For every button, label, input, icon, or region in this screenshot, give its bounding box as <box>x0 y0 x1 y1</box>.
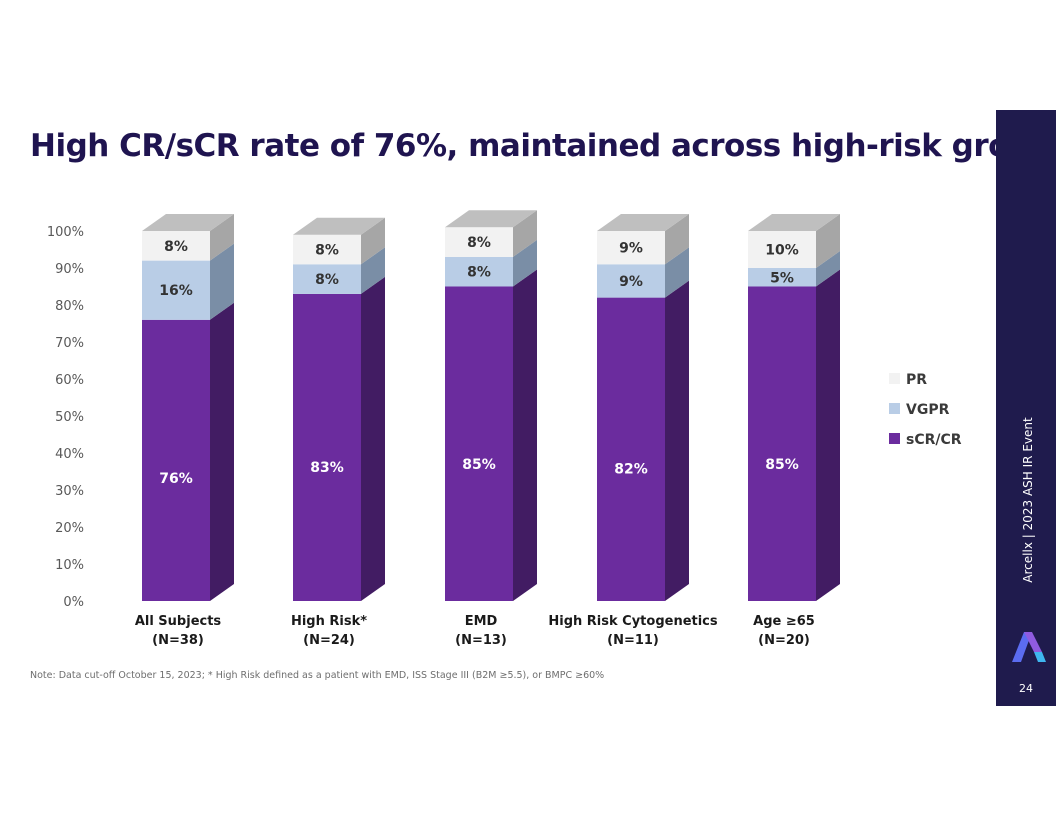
y-tick-label: 10% <box>55 558 84 573</box>
data-label: 8% <box>467 235 491 251</box>
y-tick-label: 0% <box>63 595 84 610</box>
data-label: 85% <box>765 457 799 473</box>
y-tick-label: 20% <box>55 521 84 536</box>
data-label: 83% <box>310 460 344 476</box>
x-category-n: (N=13) <box>455 633 507 648</box>
bar-segment-pr <box>142 231 210 261</box>
legend-swatch-pr <box>889 373 900 384</box>
sidebar-panel <box>996 110 1056 706</box>
bar-top-face <box>293 217 385 235</box>
data-label: 16% <box>159 283 193 299</box>
bar-segment-vgpr <box>445 256 513 287</box>
bar-segment-scrcr <box>142 319 210 601</box>
bar-side-face <box>816 214 840 268</box>
page-number: 24 <box>1019 682 1033 695</box>
x-category-label: Age ≥65 <box>753 614 815 629</box>
data-label: 10% <box>765 243 799 259</box>
bar-top-face <box>748 214 840 231</box>
data-label: 8% <box>164 239 188 255</box>
bar-side-face <box>210 302 234 601</box>
x-category-n: (N=11) <box>607 633 659 648</box>
y-tick-label: 50% <box>55 410 84 425</box>
data-label: 85% <box>462 457 496 473</box>
bar-segment-scrcr <box>597 297 665 601</box>
bar-side-face <box>361 276 385 601</box>
bar-side-face <box>816 269 840 601</box>
data-label: 5% <box>770 270 794 286</box>
bar-side-face <box>513 210 537 257</box>
bar-segment-scrcr <box>748 286 816 601</box>
bar-segment-scrcr <box>445 286 513 601</box>
bar-segment-vgpr <box>293 264 361 294</box>
data-label: 8% <box>315 243 339 259</box>
bar-side-face <box>210 214 234 261</box>
x-category-label: High Risk* <box>291 614 367 629</box>
data-label: 8% <box>467 265 491 281</box>
bar-top-face <box>445 210 537 228</box>
bar-segment-pr <box>293 234 361 265</box>
x-category-label: High Risk Cytogenetics <box>548 614 718 629</box>
bar-segment-vgpr <box>597 264 665 298</box>
x-category-n: (N=38) <box>152 633 204 648</box>
data-label: 82% <box>614 462 648 478</box>
y-tick-label: 40% <box>55 447 84 462</box>
y-tick-label: 30% <box>55 484 84 499</box>
bar-segment-vgpr <box>748 268 816 287</box>
legend-label: sCR/CR <box>906 432 962 448</box>
bar-side-face <box>665 247 689 298</box>
bar-side-face <box>513 239 537 287</box>
data-label: 9% <box>619 274 643 290</box>
bar-segment-scrcr <box>293 293 361 601</box>
y-tick-label: 60% <box>55 373 84 388</box>
x-category-label: All Subjects <box>135 614 222 629</box>
bar-segment-pr <box>748 231 816 268</box>
bar-segment-pr <box>445 227 513 257</box>
y-tick-label: 80% <box>55 299 84 314</box>
x-category-n: (N=20) <box>758 633 810 648</box>
footnote: Note: Data cut-off October 15, 2023; * H… <box>30 670 605 681</box>
bar-side-face <box>665 280 689 601</box>
bar-side-face <box>816 251 840 287</box>
bar-side-face <box>361 217 385 265</box>
y-tick-label: 90% <box>55 262 84 277</box>
x-category-n: (N=24) <box>303 633 355 648</box>
event-label: Arcellx | 2023 ASH IR Event <box>1021 417 1035 583</box>
bar-side-face <box>210 243 234 320</box>
x-category-label: EMD <box>465 614 498 629</box>
data-label: 8% <box>315 272 339 288</box>
legend-label: PR <box>906 372 927 388</box>
bar-segment-vgpr <box>142 260 210 320</box>
bar-segment-pr <box>597 231 665 265</box>
page-title: High CR/sCR rate of 76%, maintained acro… <box>30 128 1056 164</box>
bar-side-face <box>513 269 537 601</box>
legend-label: VGPR <box>906 402 950 418</box>
bar-top-face <box>597 214 689 231</box>
y-tick-label: 100% <box>47 225 84 240</box>
arcellx-logo-icon <box>1012 632 1046 662</box>
bar-top-face <box>142 214 234 231</box>
bar-side-face <box>665 214 689 265</box>
y-tick-label: 70% <box>55 336 84 351</box>
legend-swatch-scrcr <box>889 433 900 444</box>
legend-swatch-vgpr <box>889 403 900 414</box>
data-label: 76% <box>159 471 193 487</box>
data-label: 9% <box>619 241 643 257</box>
bar-side-face <box>361 247 385 294</box>
